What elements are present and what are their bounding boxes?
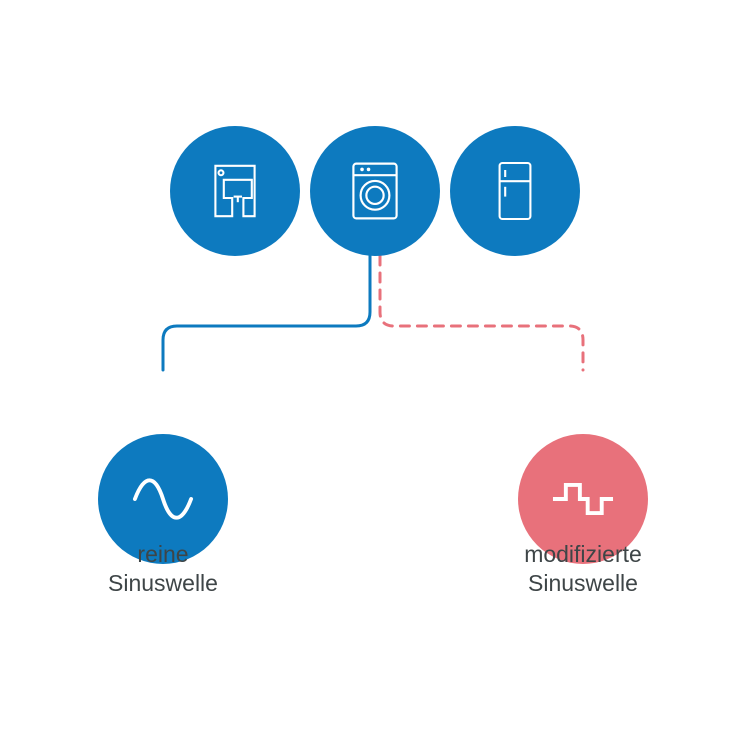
label-pure-line2: Sinuswelle (108, 570, 218, 596)
coffee-machine-icon (200, 156, 270, 226)
pure-sine-icon (124, 460, 202, 538)
fridge-icon (480, 156, 550, 226)
appliance-circle-washer (310, 126, 440, 256)
appliance-circle-coffee (170, 126, 300, 256)
label-mod-line2: Sinuswelle (528, 570, 638, 596)
label-mod-line1: modifizierte (524, 541, 642, 567)
connector-lines (0, 0, 750, 750)
modified-sine-icon (544, 460, 622, 538)
label-pure-sine: reine Sinuswelle (23, 540, 303, 598)
label-modified-sine: modifizierte Sinuswelle (443, 540, 723, 598)
diagram-canvas: reine Sinuswelle modifizierte Sinuswelle (0, 0, 750, 750)
label-pure-line1: reine (137, 541, 188, 567)
washing-machine-icon (339, 155, 411, 227)
appliance-circle-fridge (450, 126, 580, 256)
